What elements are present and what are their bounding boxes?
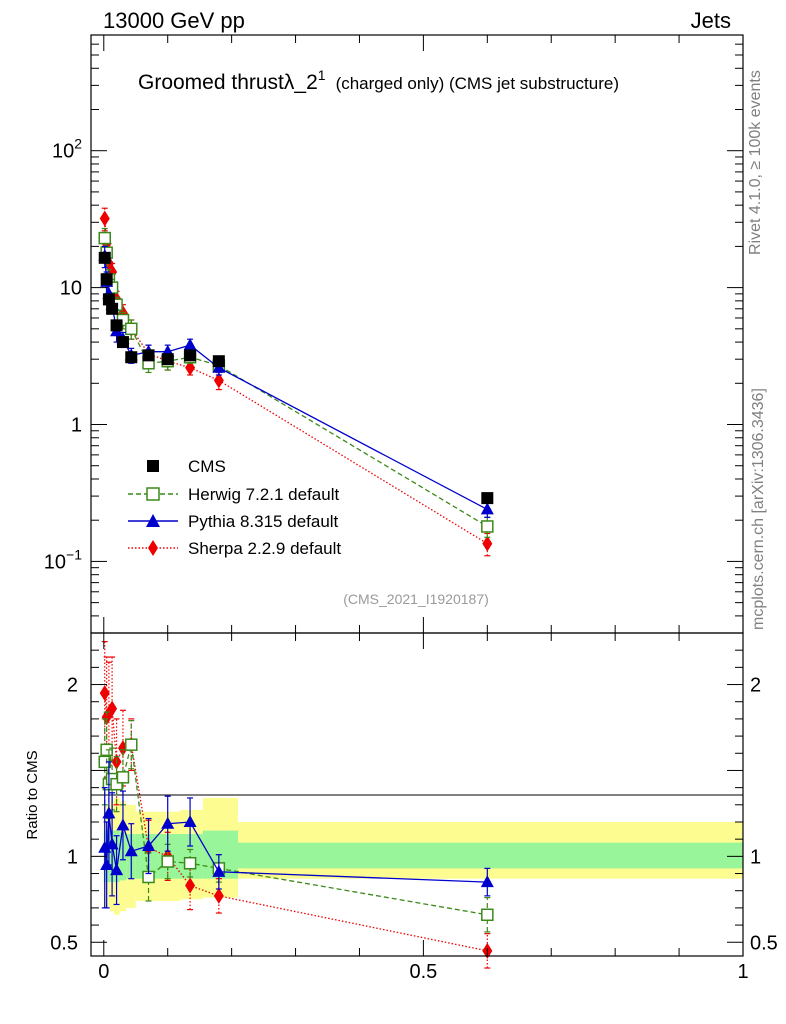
main-sherpa-point [99, 210, 110, 227]
main-cms-point [116, 336, 129, 349]
main-ticks-layer [91, 34, 744, 634]
ratio-pythia-point [161, 816, 175, 829]
ratio-pythia-point [116, 818, 130, 831]
main-pythia-point [480, 502, 494, 515]
ratio-sherpa-point [213, 887, 224, 904]
main-cms-point [100, 273, 113, 286]
legend-marker-cms [147, 460, 159, 472]
ratio-pythia-point [212, 864, 226, 877]
main-ytick-labels: 10−1 1 10 102 [44, 136, 82, 574]
analysis-tag: (CMS_2021_I1920187) [343, 591, 489, 607]
main-cms-point [184, 349, 197, 362]
main-cms-point [98, 251, 111, 264]
legend-label-pythia: Pythia 8.315 default [188, 512, 339, 531]
header-right: Jets [691, 8, 731, 33]
mcplots-label: mcplots.cern.ch [arXiv:1306.3436] [750, 388, 767, 630]
main-sherpa-point [213, 372, 224, 389]
ratio-band-inner [180, 834, 203, 879]
legend-label-herwig: Herwig 7.2.1 default [188, 485, 339, 504]
ratio-ytick-label-left: 2 [67, 675, 78, 697]
main-pythia-point [183, 338, 197, 351]
ratio-herwig-point [125, 738, 138, 751]
main-series-layer [98, 207, 494, 557]
main-cms-point [106, 302, 119, 315]
main-herwig-point [98, 231, 111, 245]
ratio-band-inner [135, 834, 159, 879]
main-cms-point [142, 349, 155, 362]
ratio-ytick-label-left: 1 [67, 846, 78, 868]
ratio-ytick-label-right: 2 [750, 675, 761, 697]
main-cms-point [102, 293, 115, 306]
ratio-herwig-point [161, 855, 174, 868]
ratio-ytick-label-left: 0.5 [50, 932, 78, 954]
legend-marker-sherpa [148, 540, 158, 556]
ratio-pythia-point [183, 814, 197, 827]
main-ytick-label: 10−1 [44, 546, 82, 573]
ratio-frame [90, 632, 744, 957]
ratio-herwig-point [481, 908, 494, 922]
main-cms-point [110, 319, 123, 332]
main-herwig-point [481, 520, 494, 533]
title-sup: 1 [318, 67, 326, 83]
header-left: 13000 GeV pp [103, 8, 245, 33]
ratio-xtick-label: 0 [98, 961, 109, 983]
ratio-ylabel: Ratio to CMS [24, 750, 41, 839]
title-suffix: (charged only) (CMS jet substructure) [336, 74, 619, 93]
rivet-label: Rivet 4.1.0, ≥ 100k events [747, 70, 764, 255]
main-sherpa-point [482, 535, 493, 552]
legend-label-cms: CMS [188, 457, 226, 476]
main-cms-point [481, 492, 494, 505]
ratio-ytick-label-right: 0.5 [750, 932, 778, 954]
title-lambda: λ_2 [284, 71, 318, 94]
ratio-ticks-layer [91, 633, 744, 956]
main-cms-point [212, 355, 225, 368]
ratio-pythia-point [100, 857, 114, 870]
ratio-pythia-point [110, 863, 124, 876]
ratio-pythia-point [142, 839, 156, 852]
ratio-xtick-label: 1 [737, 961, 748, 983]
ratio-series-layer [98, 640, 494, 969]
ratio-band-inner [238, 842, 744, 869]
ratio-herwig-point [116, 771, 130, 784]
main-ytick-label: 102 [52, 136, 82, 163]
main-herwig-point [125, 322, 138, 336]
title-main: Groomed thrust [138, 71, 284, 94]
plot-title: Groomed thrustλ_21 (charged only) (CMS je… [138, 67, 619, 94]
main-ytick-label: 1 [71, 415, 82, 437]
ratio-pythia-point [98, 840, 112, 853]
ratio-xtick-label: 0.5 [409, 961, 437, 983]
ratio-pythia-point [105, 837, 119, 850]
legend-label-sherpa: Sherpa 2.2.9 default [188, 539, 341, 558]
legend-marker-herwig [146, 487, 160, 501]
ratio-herwig-point [110, 777, 123, 791]
main-cms-point [161, 353, 174, 366]
ratio-ytick-label-right: 1 [750, 846, 761, 868]
ratio-tick-labels: 0 0.5 10.5 0.51 12 2 [50, 675, 778, 983]
legend: CMS Herwig 7.2.1 default Pythia 8.315 de… [128, 457, 341, 558]
main-cms-point [125, 351, 138, 364]
ratio-sherpa-point [185, 877, 196, 894]
ratio-pythia-point [480, 875, 494, 888]
main-ytick-label: 10 [60, 278, 82, 300]
ratio-herwig-point [183, 856, 197, 870]
ratio-pythia-point [124, 844, 138, 857]
legend-marker-pythia [146, 514, 160, 527]
ratio-panel: 0 0.5 10.5 0.51 12 2 Ratio to CMS [24, 632, 778, 983]
